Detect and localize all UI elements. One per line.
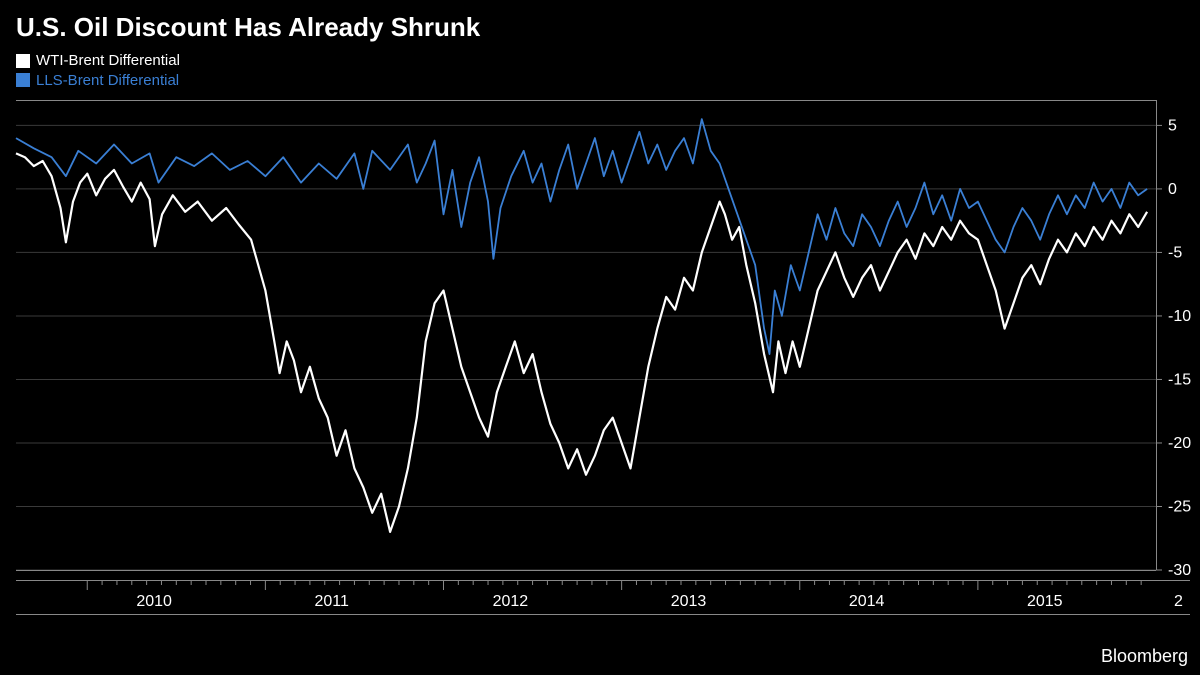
svg-text:2013: 2013	[671, 593, 707, 610]
chart-svg: 5 0 -5 -10 -15 -20 -25 -30 2010 2011 2012 2013 2014 2…	[0, 100, 1200, 640]
svg-text:-25: -25	[1168, 498, 1191, 515]
svg-text:2012: 2012	[493, 593, 529, 610]
attribution: Bloomberg	[1101, 646, 1188, 667]
svg-text:2: 2	[1174, 593, 1183, 610]
svg-text:-15: -15	[1168, 371, 1191, 388]
svg-text:2011: 2011	[314, 593, 349, 610]
legend-item-lls: LLS-Brent Differential	[16, 71, 1184, 91]
legend-swatch-lls	[16, 73, 30, 87]
line-wti-brent	[16, 153, 1147, 532]
legend-label-wti: WTI-Brent Differential	[36, 51, 180, 71]
svg-text:2010: 2010	[136, 593, 172, 610]
svg-text:5: 5	[1168, 117, 1177, 134]
svg-text:2015: 2015	[1027, 593, 1063, 610]
legend-swatch-wti	[16, 54, 30, 68]
legend-item-wti: WTI-Brent Differential	[16, 51, 1184, 71]
svg-text:2014: 2014	[849, 593, 885, 610]
chart-title: U.S. Oil Discount Has Already Shrunk	[0, 0, 1200, 51]
svg-text:-20: -20	[1168, 435, 1191, 452]
legend-label-lls: LLS-Brent Differential	[36, 71, 179, 91]
line-lls-brent	[16, 119, 1147, 354]
svg-text:-5: -5	[1168, 244, 1182, 261]
svg-text:-30: -30	[1168, 562, 1191, 579]
chart-legend: WTI-Brent Differential LLS-Brent Differe…	[0, 51, 1200, 94]
chart-area: 5 0 -5 -10 -15 -20 -25 -30 2010 2011 2012 2013 2014 2…	[0, 100, 1200, 640]
svg-text:-10: -10	[1168, 308, 1191, 325]
svg-text:0: 0	[1168, 181, 1177, 198]
